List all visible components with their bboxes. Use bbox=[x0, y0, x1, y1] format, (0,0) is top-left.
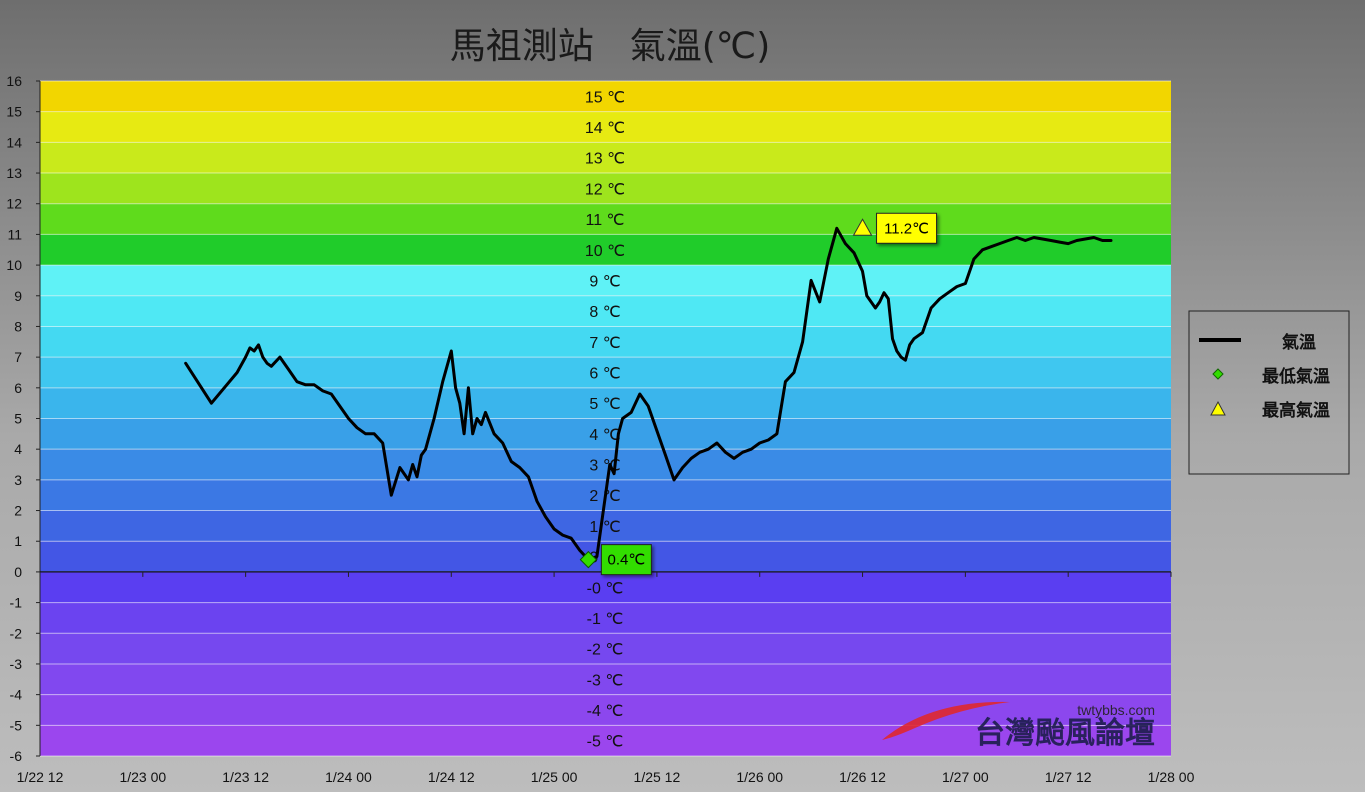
x-tick-label: 1/26 12 bbox=[839, 769, 886, 785]
legend-max-swatch bbox=[1210, 400, 1226, 416]
band-label: -1 ℃ bbox=[587, 611, 624, 628]
y-tick-label: 11 bbox=[7, 226, 22, 242]
band bbox=[40, 418, 1171, 450]
band-label: 1 ℃ bbox=[589, 519, 620, 536]
band-label: 8 ℃ bbox=[589, 304, 620, 321]
y-tick-label: 8 bbox=[14, 318, 22, 334]
y-tick-label: 2 bbox=[14, 503, 22, 519]
legend-label-min: 最低氣溫 bbox=[1262, 366, 1330, 387]
x-tick-label: 1/27 00 bbox=[942, 769, 989, 785]
x-tick-label: 1/24 00 bbox=[325, 769, 372, 785]
min-temp-callout-label: 0.4℃ bbox=[608, 552, 646, 569]
y-tick-label: 1 bbox=[14, 533, 22, 549]
x-tick-label: 1/23 00 bbox=[119, 769, 166, 785]
max-temp-callout-box bbox=[876, 212, 938, 244]
band bbox=[40, 81, 1171, 112]
y-tick-label: 16 bbox=[6, 73, 22, 89]
band bbox=[40, 571, 1171, 603]
band-label: 6 ℃ bbox=[589, 365, 620, 382]
band bbox=[40, 387, 1171, 419]
band-label: -0 ℃ bbox=[587, 580, 624, 597]
watermark-site: twtybbs.com bbox=[1077, 702, 1155, 718]
band bbox=[40, 326, 1171, 358]
temperature-line bbox=[184, 226, 1113, 562]
y-tick-label: 9 bbox=[14, 288, 22, 304]
band bbox=[40, 725, 1171, 756]
band-label: 11 ℃ bbox=[585, 212, 624, 229]
band bbox=[40, 449, 1171, 480]
series-layer bbox=[184, 226, 1113, 562]
band-label: 12 ℃ bbox=[585, 181, 625, 198]
legend-label-max: 最高氣溫 bbox=[1262, 400, 1330, 421]
x-tick-label: 1/26 00 bbox=[736, 769, 783, 785]
x-tick-label: 1/27 12 bbox=[1045, 769, 1092, 785]
band-label: 9 ℃ bbox=[589, 273, 620, 290]
x-tick-label: 1/24 12 bbox=[428, 769, 475, 785]
band-label: 15 ℃ bbox=[585, 89, 625, 106]
y-tick-label: 6 bbox=[14, 380, 22, 396]
band bbox=[40, 203, 1171, 235]
watermark-swoosh bbox=[882, 701, 1010, 740]
x-tick-label: 1/28 00 bbox=[1148, 769, 1195, 785]
band bbox=[40, 111, 1171, 143]
band-labels: 15 ℃ 14 ℃ 13 ℃ 12 ℃ 11 ℃ 10 ℃ 9 ℃ 8 ℃ 7 ℃ 6 ℃ 5 ℃ 4… bbox=[585, 89, 625, 750]
axes: 161514131211109876543210-1-2-3-4-5-61/22… bbox=[6, 73, 1194, 785]
y-tick-label: 12 bbox=[6, 196, 22, 212]
y-tick-label: 13 bbox=[6, 165, 22, 181]
y-tick-label: 14 bbox=[6, 134, 22, 150]
band bbox=[40, 694, 1171, 726]
band-label: 13 ℃ bbox=[585, 151, 625, 168]
y-tick-label: -4 bbox=[10, 687, 23, 703]
band-label: 4 ℃ bbox=[589, 427, 620, 444]
legend: 氣溫 最低氣溫 最高氣溫 bbox=[1188, 310, 1350, 475]
band-label: 10 ℃ bbox=[585, 243, 625, 260]
x-tick-label: 1/25 00 bbox=[531, 769, 578, 785]
x-tick-label: 1/22 12 bbox=[17, 769, 64, 785]
max-temp-marker bbox=[852, 218, 873, 236]
y-tick-label: 4 bbox=[14, 441, 22, 457]
band-label: -3 ℃ bbox=[587, 672, 624, 689]
watermark-brand: 台灣颱風論壇 bbox=[975, 716, 1155, 751]
y-tick-label: 10 bbox=[6, 257, 22, 273]
y-tick-label: 7 bbox=[14, 349, 22, 365]
legend-label-temperature: 氣溫 bbox=[1282, 332, 1316, 353]
band-label: -4 ℃ bbox=[587, 703, 624, 720]
y-tick-label: -2 bbox=[10, 625, 23, 641]
band bbox=[40, 265, 1171, 296]
chart-title: 馬祖測站 氣溫(℃) bbox=[450, 26, 771, 67]
y-tick-label: -3 bbox=[10, 656, 23, 672]
watermark: twtybbs.com 台灣颱風論壇 bbox=[882, 701, 1155, 751]
min-temp-callout-box bbox=[600, 544, 652, 576]
min-temp-marker bbox=[579, 550, 598, 569]
band-label: -5 ℃ bbox=[587, 734, 624, 751]
band-label: 5 ℃ bbox=[589, 396, 620, 413]
band-label: -2 ℃ bbox=[587, 642, 624, 659]
legend-box bbox=[1188, 310, 1350, 475]
x-tick-label: 1/23 12 bbox=[222, 769, 269, 785]
band bbox=[40, 663, 1171, 695]
band bbox=[40, 633, 1171, 664]
y-tick-label: -6 bbox=[10, 748, 23, 764]
band bbox=[40, 142, 1171, 174]
extreme-markers: 0.4℃ 11.2℃ bbox=[579, 212, 938, 576]
y-tick-label: 5 bbox=[14, 411, 22, 427]
x-tick-label: 1/25 12 bbox=[634, 769, 681, 785]
y-tick-label: 3 bbox=[14, 472, 22, 488]
band bbox=[40, 602, 1171, 634]
legend-min-swatch bbox=[1212, 368, 1224, 380]
band-label: 14 ℃ bbox=[585, 120, 625, 137]
band bbox=[40, 295, 1171, 327]
max-temp-callout-label: 11.2℃ bbox=[884, 220, 929, 237]
y-tick-label: 0 bbox=[14, 564, 22, 580]
band bbox=[40, 510, 1171, 542]
y-tick-label: 15 bbox=[6, 104, 22, 120]
y-tick-label: -1 bbox=[10, 595, 23, 611]
band bbox=[40, 173, 1171, 204]
band-label: 7 ℃ bbox=[589, 335, 620, 352]
y-tick-label: -5 bbox=[10, 717, 23, 733]
